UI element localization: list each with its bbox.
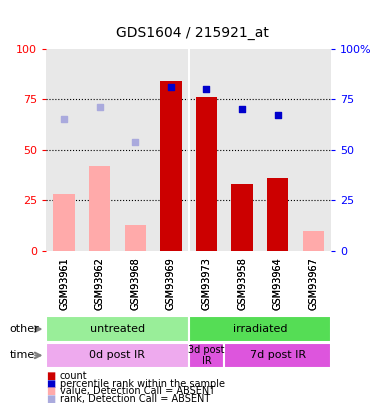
Text: GSM93964: GSM93964 bbox=[273, 257, 283, 310]
Text: GSM93958: GSM93958 bbox=[237, 257, 247, 310]
Text: rank, Detection Call = ABSENT: rank, Detection Call = ABSENT bbox=[60, 394, 210, 404]
Text: percentile rank within the sample: percentile rank within the sample bbox=[60, 379, 225, 388]
Bar bbox=[160, 81, 182, 251]
Text: GDS1604 / 215921_at: GDS1604 / 215921_at bbox=[116, 26, 269, 40]
Text: 3d post
IR: 3d post IR bbox=[188, 345, 225, 366]
Text: time: time bbox=[10, 350, 35, 360]
Bar bbox=[46, 316, 189, 342]
Text: GSM93973: GSM93973 bbox=[201, 257, 211, 310]
Bar bbox=[89, 166, 110, 251]
Text: value, Detection Call = ABSENT: value, Detection Call = ABSENT bbox=[60, 386, 215, 396]
Bar bbox=[224, 343, 331, 368]
Text: GSM93969: GSM93969 bbox=[166, 257, 176, 310]
Text: ■: ■ bbox=[46, 386, 55, 396]
Text: untreated: untreated bbox=[90, 324, 145, 334]
Text: GSM93961: GSM93961 bbox=[59, 257, 69, 310]
Text: ■: ■ bbox=[46, 379, 55, 388]
Point bbox=[61, 116, 67, 123]
Bar bbox=[53, 194, 75, 251]
Text: other: other bbox=[10, 324, 39, 334]
Text: 7d post IR: 7d post IR bbox=[249, 350, 306, 360]
Bar bbox=[231, 184, 253, 251]
Bar bbox=[46, 343, 189, 368]
Bar bbox=[189, 343, 224, 368]
Text: ■: ■ bbox=[46, 394, 55, 404]
Point bbox=[239, 106, 245, 113]
Text: GSM93967: GSM93967 bbox=[308, 257, 318, 310]
Point bbox=[275, 112, 281, 119]
Text: irradiated: irradiated bbox=[233, 324, 287, 334]
Bar bbox=[196, 97, 217, 251]
Bar bbox=[189, 316, 331, 342]
Text: ■: ■ bbox=[46, 371, 55, 381]
Point bbox=[132, 139, 138, 145]
Text: 0d post IR: 0d post IR bbox=[89, 350, 146, 360]
Point bbox=[203, 86, 209, 92]
Point bbox=[97, 104, 103, 111]
Point bbox=[168, 84, 174, 90]
Text: GSM93968: GSM93968 bbox=[130, 257, 140, 310]
Bar bbox=[303, 231, 324, 251]
Text: count: count bbox=[60, 371, 87, 381]
Bar bbox=[267, 178, 288, 251]
Text: GSM93962: GSM93962 bbox=[95, 257, 105, 310]
Bar bbox=[125, 225, 146, 251]
